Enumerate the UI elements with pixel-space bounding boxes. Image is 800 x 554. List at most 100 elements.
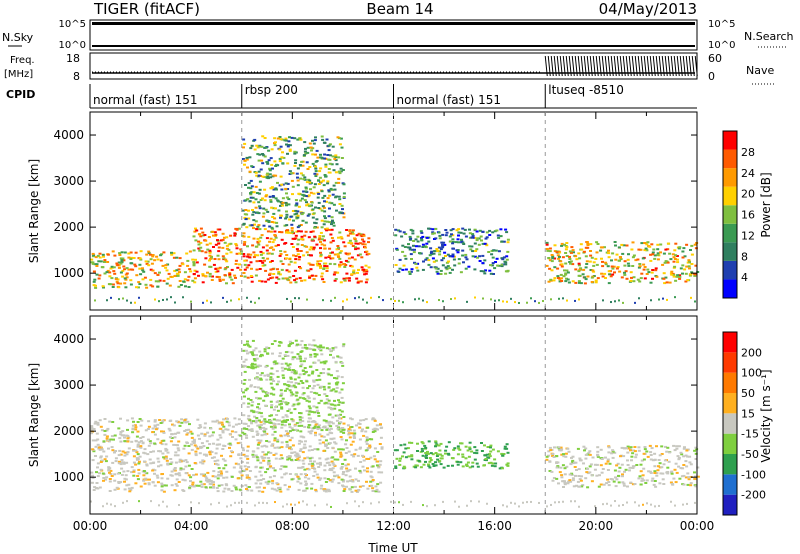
echo-cell [434,504,436,507]
echo-cell [569,262,572,265]
echo-cell [337,476,341,479]
echo-cell [307,374,311,377]
echo-cell [338,401,342,404]
echo-cell [174,432,177,435]
echo-cell [136,430,140,433]
echo-cell [237,453,241,456]
echo-cell [102,255,105,258]
echo-cell [299,357,303,360]
echo-cell [310,149,313,152]
echo-cell [264,146,268,149]
echo-cell [149,278,153,281]
echo-cell [274,165,278,167]
echo-cell [579,459,583,462]
echo-cell [693,243,697,246]
echo-cell [270,221,274,223]
echo-cell [314,165,317,168]
echo-cell [337,423,341,426]
echo-cell [123,282,127,285]
echo-cell [459,271,463,274]
echo-cell [574,268,578,271]
echo-cell [109,473,113,475]
echo-cell [105,476,109,479]
echo-cell [319,349,323,352]
echo-cell [599,483,603,486]
echo-cell [485,231,489,234]
echo-cell [261,252,265,255]
echo-cell [549,278,553,281]
echo-cell [574,281,578,284]
echo-cell [366,467,369,470]
echo-cell [456,463,460,466]
nsky-tick-bottom: 10^0 [59,40,86,51]
echo-cell [418,252,421,255]
echo-cell [582,250,586,253]
echo-cell [228,274,232,277]
cpid-segment-label: normal (fast) 151 [397,93,501,107]
echo-cell [144,283,148,286]
echo-cell [666,242,670,245]
echo-cell [693,477,697,480]
echo-cell [230,430,234,433]
echo-cell [157,460,161,463]
echo-cell [347,432,351,435]
echo-cell [170,484,174,487]
echo-cell [291,246,295,248]
echo-cell [563,483,567,486]
y-tick-label: 1000 [53,266,84,280]
echo-cell [364,418,368,421]
echo-cell [437,246,441,249]
echo-cell [135,457,139,460]
echo-cell [380,446,384,449]
echo-cell [347,433,351,436]
echo-cell [297,488,301,491]
echo-cell [309,365,313,368]
echo-cell [371,431,375,433]
echo-cell [309,268,313,271]
echo-cell [243,213,247,216]
echo-cell [122,470,126,473]
echo-cell [294,372,298,375]
echo-cell [288,473,292,475]
echo-cell [266,482,270,485]
echo-cell [173,436,177,439]
echo-cell [243,268,247,271]
echo-cell [295,172,299,175]
echo-cell [120,259,124,262]
echo-cell [421,246,425,248]
echo-cell [205,440,209,443]
echo-cell [599,464,603,467]
echo-cell [371,479,375,481]
echo-cell [333,253,337,256]
echo-cell [483,272,487,275]
echo-cell [596,450,600,453]
echo-cell [280,362,284,365]
echo-cell [453,264,457,267]
echo-cell [110,446,114,449]
echo-cell [182,468,186,471]
echo-cell [255,192,259,194]
echo-cell [335,386,339,389]
echo-cell [681,272,684,275]
echo-cell [318,264,322,267]
echo-cell [315,406,319,409]
echo-cell [290,227,294,230]
echo-cell [200,483,204,486]
echo-cell [134,251,138,254]
echo-cell [317,424,321,427]
echo-cell [255,211,259,214]
echo-cell [334,442,338,445]
echo-cell [651,277,654,280]
echo-cell [187,445,191,447]
echo-cell [612,480,616,483]
echo-cell [129,283,133,286]
echo-cell [448,255,452,258]
echo-cell [335,424,339,427]
echo-cell [245,387,249,390]
echo-cell [361,238,364,241]
echo-cell [361,485,365,487]
echo-cell [321,179,325,182]
echo-cell [200,446,204,449]
echo-cell [142,451,146,454]
echo-cell [219,427,223,430]
